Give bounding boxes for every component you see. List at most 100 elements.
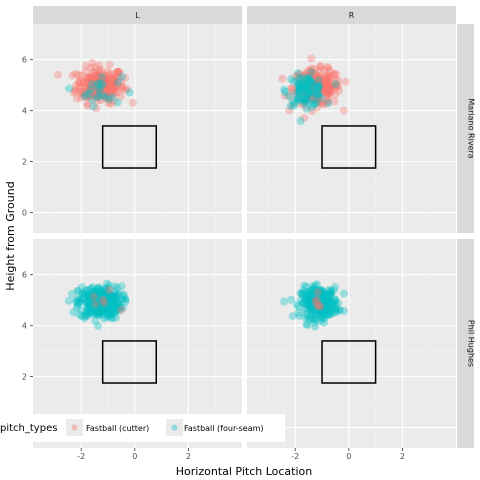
data-point (113, 98, 122, 107)
data-point (103, 75, 112, 84)
data-point (285, 106, 294, 115)
data-point (101, 82, 109, 91)
data-point (71, 70, 80, 78)
data-point (307, 79, 316, 88)
data-point (108, 305, 117, 314)
data-point (319, 305, 328, 313)
data-point (334, 299, 343, 308)
data-point (100, 307, 109, 316)
data-point (297, 74, 305, 83)
data-point (89, 301, 98, 309)
data-point (95, 295, 104, 304)
data-point (299, 299, 308, 308)
data-point (313, 291, 321, 300)
panel-0-0 (33, 24, 242, 233)
data-point (314, 302, 323, 311)
data-point (83, 101, 92, 110)
data-point (96, 299, 105, 308)
data-point (82, 92, 91, 101)
data-point (326, 72, 335, 81)
data-point (99, 74, 108, 83)
data-point (100, 296, 109, 305)
data-point (100, 290, 109, 299)
data-point (101, 298, 110, 307)
data-point (295, 85, 304, 94)
data-point (320, 296, 329, 305)
data-point (315, 72, 324, 81)
data-point (296, 99, 305, 108)
data-point (92, 84, 101, 93)
data-point (314, 96, 323, 105)
data-point (101, 91, 109, 100)
data-point (323, 83, 332, 92)
data-point (102, 93, 110, 102)
data-point (99, 306, 108, 315)
data-point (317, 96, 326, 105)
data-point (295, 84, 304, 93)
data-point (106, 83, 115, 92)
data-point (69, 88, 78, 97)
data-point (307, 303, 316, 312)
data-point (88, 296, 97, 305)
data-point (321, 78, 330, 87)
data-point (314, 291, 323, 300)
data-point (109, 299, 118, 308)
data-point (89, 79, 97, 88)
data-point (64, 296, 73, 305)
data-point (80, 311, 89, 320)
data-point (320, 314, 329, 323)
data-point (100, 300, 109, 309)
strip-label-row: Phil Hughes (467, 320, 476, 367)
data-point (313, 302, 322, 311)
data-point (315, 77, 324, 86)
data-point (310, 70, 319, 79)
data-point (113, 284, 122, 293)
data-point (104, 74, 113, 83)
data-point (100, 293, 109, 302)
data-point (91, 286, 100, 295)
data-point (308, 70, 316, 79)
data-point (92, 299, 101, 308)
data-point (93, 298, 102, 307)
data-point (87, 309, 96, 318)
data-point (319, 310, 328, 319)
data-point (108, 93, 117, 101)
data-point (98, 299, 107, 308)
data-point (309, 300, 318, 309)
data-point (90, 288, 99, 297)
data-point (322, 77, 330, 86)
data-point (320, 66, 329, 75)
data-point (71, 297, 80, 306)
strike-zone (321, 340, 377, 384)
data-point (302, 320, 311, 329)
data-point (303, 75, 312, 84)
data-point (310, 82, 319, 91)
data-point (88, 95, 97, 104)
data-point (82, 286, 91, 295)
legend-background (0, 414, 285, 442)
data-point (121, 295, 130, 304)
data-point (81, 78, 90, 87)
data-point (111, 282, 119, 291)
data-point (73, 286, 82, 295)
data-point (117, 295, 126, 304)
data-point (99, 300, 108, 309)
data-point (309, 292, 318, 301)
data-point (286, 102, 295, 111)
data-point (109, 75, 118, 84)
data-point (96, 299, 105, 308)
data-point (320, 297, 329, 306)
data-point (312, 94, 321, 103)
data-point (103, 76, 112, 85)
data-point (309, 298, 318, 307)
data-point (296, 289, 305, 298)
data-point (85, 89, 94, 98)
data-point (313, 299, 322, 308)
data-point (293, 69, 302, 78)
data-point (308, 286, 317, 295)
data-point (105, 283, 113, 292)
data-point (106, 87, 115, 96)
data-point (312, 92, 321, 101)
data-point (324, 296, 332, 305)
data-point (311, 69, 320, 78)
